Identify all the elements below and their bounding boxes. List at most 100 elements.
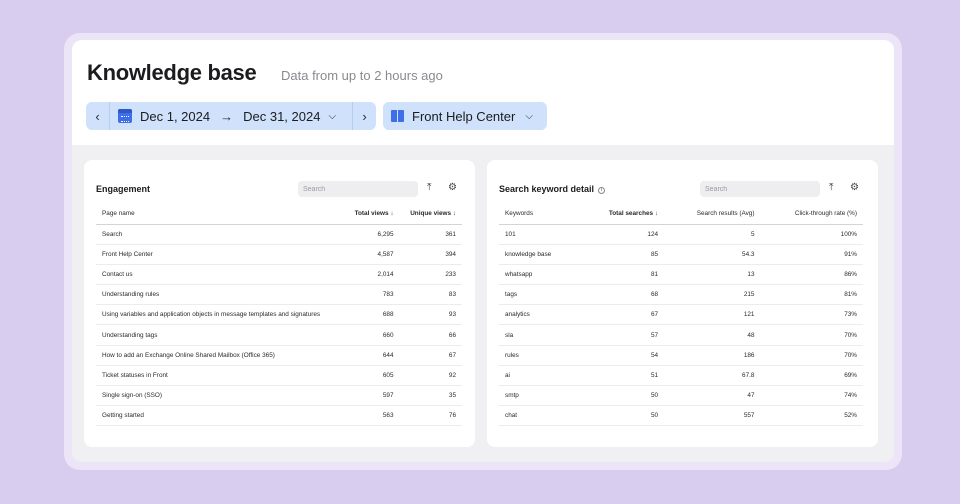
table-cell: 13 — [664, 264, 761, 286]
table-cell: 70% — [760, 324, 863, 346]
book-icon — [391, 110, 404, 122]
table-cell: 48 — [664, 324, 761, 346]
table-cell: 66 — [399, 324, 462, 346]
table-cell: 54 — [579, 345, 665, 366]
table-cell: 5 — [664, 224, 761, 245]
chevron-left-icon[interactable]: ‹ — [86, 102, 110, 130]
table-cell: 86% — [760, 264, 863, 286]
table-row[interactable]: ai 51 67.8 69% — [499, 365, 863, 387]
table-cell: 361 — [399, 224, 462, 245]
date-range-picker[interactable]: Dec 1, 2024 → Dec 31, 2024 ⌵ — [110, 109, 352, 124]
table-cell: 557 — [664, 405, 761, 427]
table-row[interactable]: Using variables and application objects … — [96, 304, 462, 326]
engagement-search-input[interactable] — [298, 181, 418, 197]
table-cell: Getting started — [96, 405, 345, 427]
page-title: Knowledge base — [87, 60, 257, 85]
table-cell: smtp — [499, 385, 580, 407]
calendar-icon — [118, 109, 132, 123]
knowledge-base-card: Knowledge base Data from up to 2 hours a… — [72, 40, 894, 462]
export-icon[interactable]: ⤒ — [427, 182, 432, 193]
table-cell: 50 — [579, 405, 665, 427]
table-cell: 215 — [664, 284, 761, 306]
table-cell: sla — [499, 324, 580, 346]
table-cell: 68 — [579, 284, 665, 306]
arrow-right-icon: → — [220, 108, 234, 124]
table-cell: 121 — [664, 304, 761, 326]
column-header[interactable]: Total searches ↓ — [579, 204, 665, 225]
table-cell: 54.3 — [664, 244, 761, 265]
table-cell: 6,295 — [344, 224, 400, 245]
table-cell: 67.8 — [664, 365, 761, 387]
table-cell: Understanding rules — [96, 284, 345, 306]
table-row[interactable]: Understanding tags 660 66 — [96, 324, 462, 346]
chevron-down-icon: ⌵ — [328, 110, 337, 122]
date-start: Dec 1, 2024 — [140, 108, 211, 124]
table-cell: 76 — [399, 405, 462, 427]
table-cell: 91% — [760, 244, 863, 265]
table-cell: 83 — [399, 284, 462, 306]
table-row[interactable]: knowledge base 85 54.3 91% — [499, 244, 863, 265]
column-header[interactable]: Search results (Avg) — [664, 204, 761, 225]
table-cell: 101 — [499, 224, 580, 245]
table-row[interactable]: rules 54 186 70% — [499, 345, 863, 366]
keyword-table-body: 101 124 5 100% knowledge base 85 54.3 91% whatsa… — [499, 224, 863, 427]
table-cell: 52% — [760, 405, 863, 427]
gear-icon[interactable]: ⚙ — [448, 182, 457, 193]
table-cell: Front Help Center — [96, 244, 345, 265]
table-cell: 660 — [344, 324, 400, 346]
help-center-label: Front Help Center — [412, 108, 516, 124]
table-cell: 605 — [344, 365, 400, 387]
table-cell: 81% — [760, 284, 863, 306]
table-row[interactable]: Understanding rules 783 83 — [96, 284, 462, 306]
table-cell: 51 — [579, 365, 665, 387]
help-center-selector[interactable]: Front Help Center ⌵ — [383, 102, 547, 130]
table-cell: 2,014 — [344, 264, 400, 286]
column-header[interactable]: Total views ↓ — [344, 204, 400, 225]
keyword-search-input[interactable] — [700, 181, 820, 197]
table-cell: 93 — [399, 304, 462, 326]
chevron-right-icon[interactable]: › — [352, 102, 376, 130]
export-icon[interactable]: ⤒ — [829, 182, 834, 193]
table-cell: 100% — [760, 224, 863, 245]
table-cell: 85 — [579, 244, 665, 265]
table-row[interactable]: Front Help Center 4,587 394 — [96, 244, 462, 265]
table-row[interactable]: Single sign-on (SSO) 597 35 — [96, 385, 462, 407]
table-cell: whatsapp — [499, 264, 580, 286]
table-row[interactable]: analytics 67 121 73% — [499, 304, 863, 326]
table-row[interactable]: tags 68 215 81% — [499, 284, 863, 306]
table-row[interactable]: 101 124 5 100% — [499, 224, 863, 245]
table-row[interactable]: Ticket statuses in Front 605 92 — [96, 365, 462, 387]
table-row[interactable]: Getting started 563 76 — [96, 405, 462, 427]
column-header[interactable]: Click-through rate (%) — [760, 204, 863, 225]
table-cell: 35 — [399, 385, 462, 407]
page-subtitle: Data from up to 2 hours ago — [281, 68, 443, 83]
table-cell: 47 — [664, 385, 761, 407]
table-cell: 597 — [344, 385, 400, 407]
table-row[interactable]: smtp 50 47 74% — [499, 385, 863, 407]
column-header[interactable]: Page name — [96, 204, 345, 225]
table-row[interactable]: Contact us 2,014 233 — [96, 264, 462, 286]
table-cell: 50 — [579, 385, 665, 407]
gear-icon[interactable]: ⚙ — [850, 182, 859, 193]
table-cell: 394 — [399, 244, 462, 265]
date-range-filter: ‹ Dec 1, 2024 → Dec 31, 2024 ⌵ › — [86, 102, 376, 130]
table-cell: 57 — [579, 324, 665, 346]
table-cell: chat — [499, 405, 580, 427]
table-row[interactable]: How to add an Exchange Online Shared Mai… — [96, 345, 462, 366]
engagement-panel-header: Engagement ⤒ ⚙ — [96, 180, 463, 198]
table-cell: 92 — [399, 365, 462, 387]
table-cell: knowledge base — [499, 244, 580, 265]
column-header[interactable]: Unique views ↓ — [399, 204, 462, 225]
info-icon[interactable]: i — [598, 187, 606, 194]
table-cell: ai — [499, 365, 580, 387]
table-row[interactable]: Search 6,295 361 — [96, 224, 462, 245]
table-row[interactable]: chat 50 557 52% — [499, 405, 863, 427]
table-row[interactable]: whatsapp 81 13 86% — [499, 264, 863, 286]
table-cell: rules — [499, 345, 580, 366]
column-header[interactable]: Keywords — [499, 204, 580, 225]
table-cell: Single sign-on (SSO) — [96, 385, 345, 407]
table-row[interactable]: sla 57 48 70% — [499, 324, 863, 346]
table-cell: Ticket statuses in Front — [96, 365, 345, 387]
